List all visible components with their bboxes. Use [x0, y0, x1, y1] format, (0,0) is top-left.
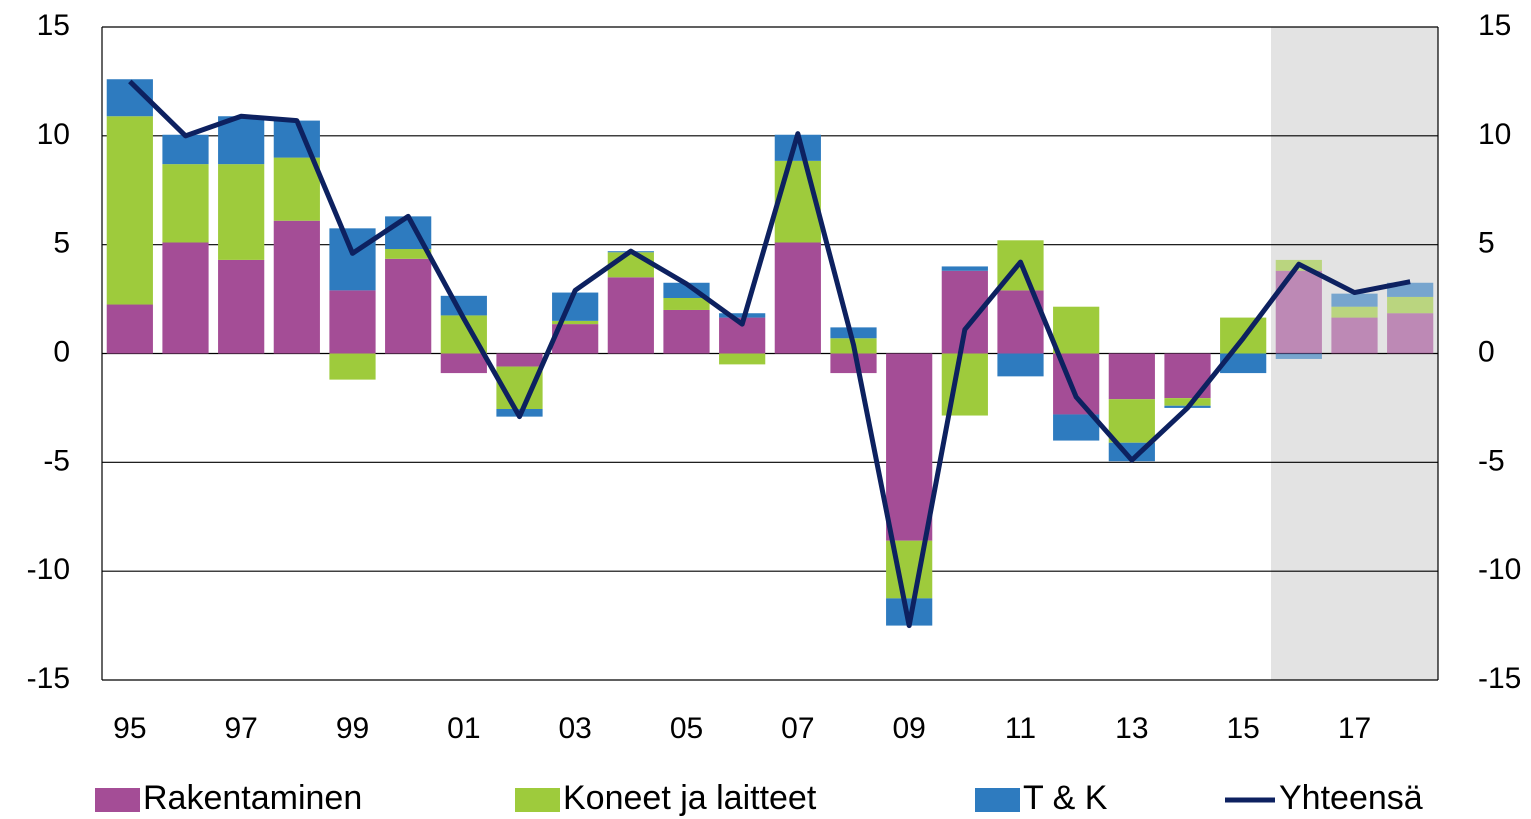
- bar: [1108, 353, 1155, 400]
- bar: [273, 220, 320, 354]
- bar: [385, 258, 432, 354]
- bar: [218, 164, 265, 260]
- bar: [329, 290, 376, 354]
- x-tick-label: 07: [781, 712, 814, 745]
- bar: [329, 353, 376, 380]
- bar: [719, 353, 766, 365]
- x-tick-label: 15: [1226, 712, 1259, 745]
- bar: [1220, 353, 1267, 374]
- bar: [830, 353, 877, 374]
- y-tick-label: -15: [27, 662, 70, 695]
- bar: [1387, 313, 1434, 354]
- bar: [162, 242, 209, 354]
- bar: [496, 353, 543, 367]
- y-tick-label: 5: [53, 227, 70, 260]
- x-tick-label: 03: [558, 712, 591, 745]
- bar: [440, 353, 487, 374]
- bar: [162, 164, 209, 243]
- x-tick-label: 13: [1115, 712, 1148, 745]
- bar: [218, 259, 265, 354]
- y-tick-label: -5: [43, 444, 70, 477]
- y2-tick-label: 10: [1478, 118, 1511, 151]
- legend-label: Yhteensä: [1279, 779, 1423, 817]
- bar: [106, 116, 153, 305]
- bar: [440, 295, 487, 316]
- legend-swatch: [515, 788, 560, 812]
- x-tick-label: 11: [1005, 712, 1036, 745]
- legend-swatch: [975, 788, 1020, 812]
- bar: [663, 297, 710, 310]
- y-tick-label: -10: [27, 553, 70, 586]
- bar: [774, 242, 821, 354]
- bar: [552, 292, 599, 321]
- y-tick-label: 0: [53, 335, 70, 368]
- legend-swatch: [95, 788, 140, 812]
- x-tick-label: 99: [336, 712, 369, 745]
- bar: [552, 320, 599, 325]
- bar: [1331, 317, 1378, 354]
- x-tick-label: 97: [224, 712, 257, 745]
- bar: [830, 327, 877, 339]
- x-tick-label: 09: [892, 712, 925, 745]
- y-tick-label: 15: [37, 9, 70, 42]
- x-tick-label: 05: [670, 712, 703, 745]
- bar: [886, 353, 933, 541]
- bar: [1053, 414, 1100, 441]
- x-tick-label: 17: [1338, 712, 1371, 745]
- bar: [1164, 398, 1211, 406]
- bar: [941, 266, 988, 271]
- bar: [106, 304, 153, 354]
- y-tick-label: 10: [37, 118, 70, 151]
- y2-tick-label: 5: [1478, 227, 1495, 260]
- y2-tick-label: 0: [1478, 335, 1495, 368]
- x-tick-label: 01: [447, 712, 480, 745]
- bar: [1108, 399, 1155, 443]
- y2-tick-label: 15: [1478, 9, 1511, 42]
- bar: [663, 309, 710, 354]
- y2-tick-label: -15: [1478, 662, 1521, 695]
- y2-tick-label: -10: [1478, 553, 1521, 586]
- bar: [329, 228, 376, 291]
- bar: [1331, 293, 1378, 307]
- bar: [1053, 306, 1100, 354]
- bar: [997, 353, 1044, 377]
- y2-tick-label: -5: [1478, 444, 1505, 477]
- x-tick-label: 95: [113, 712, 146, 745]
- line: [128, 79, 1411, 629]
- legend-label: Koneet ja laitteet: [563, 779, 817, 817]
- bar: [273, 157, 320, 221]
- bar: [1331, 306, 1378, 318]
- bar: [1387, 296, 1434, 314]
- bar: [1275, 353, 1322, 359]
- bar: [607, 277, 654, 354]
- legend-label: Rakentaminen: [143, 779, 362, 817]
- bar: [385, 249, 432, 259]
- bar: [162, 134, 209, 165]
- legend-label: T & K: [1023, 779, 1108, 817]
